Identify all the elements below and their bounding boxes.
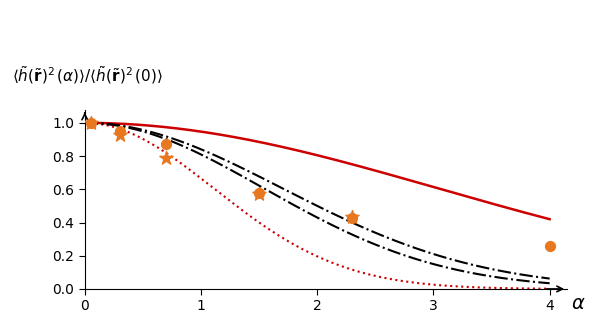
Point [86,120,95,125]
Point [115,133,124,138]
Point [86,120,95,125]
Text: $\langle \tilde{h}(\tilde{\mathbf{r}})^2\,(\alpha) \rangle / \langle \tilde{h}(\: $\langle \tilde{h}(\tilde{\mathbf{r}})^2… [13,64,163,86]
Point [254,192,264,197]
Point [254,190,264,195]
Point [115,128,124,134]
Point [161,155,171,160]
Text: $\alpha$: $\alpha$ [571,294,585,313]
Point [545,243,554,248]
Point [347,215,357,220]
Point [161,141,171,146]
Point [347,214,357,219]
